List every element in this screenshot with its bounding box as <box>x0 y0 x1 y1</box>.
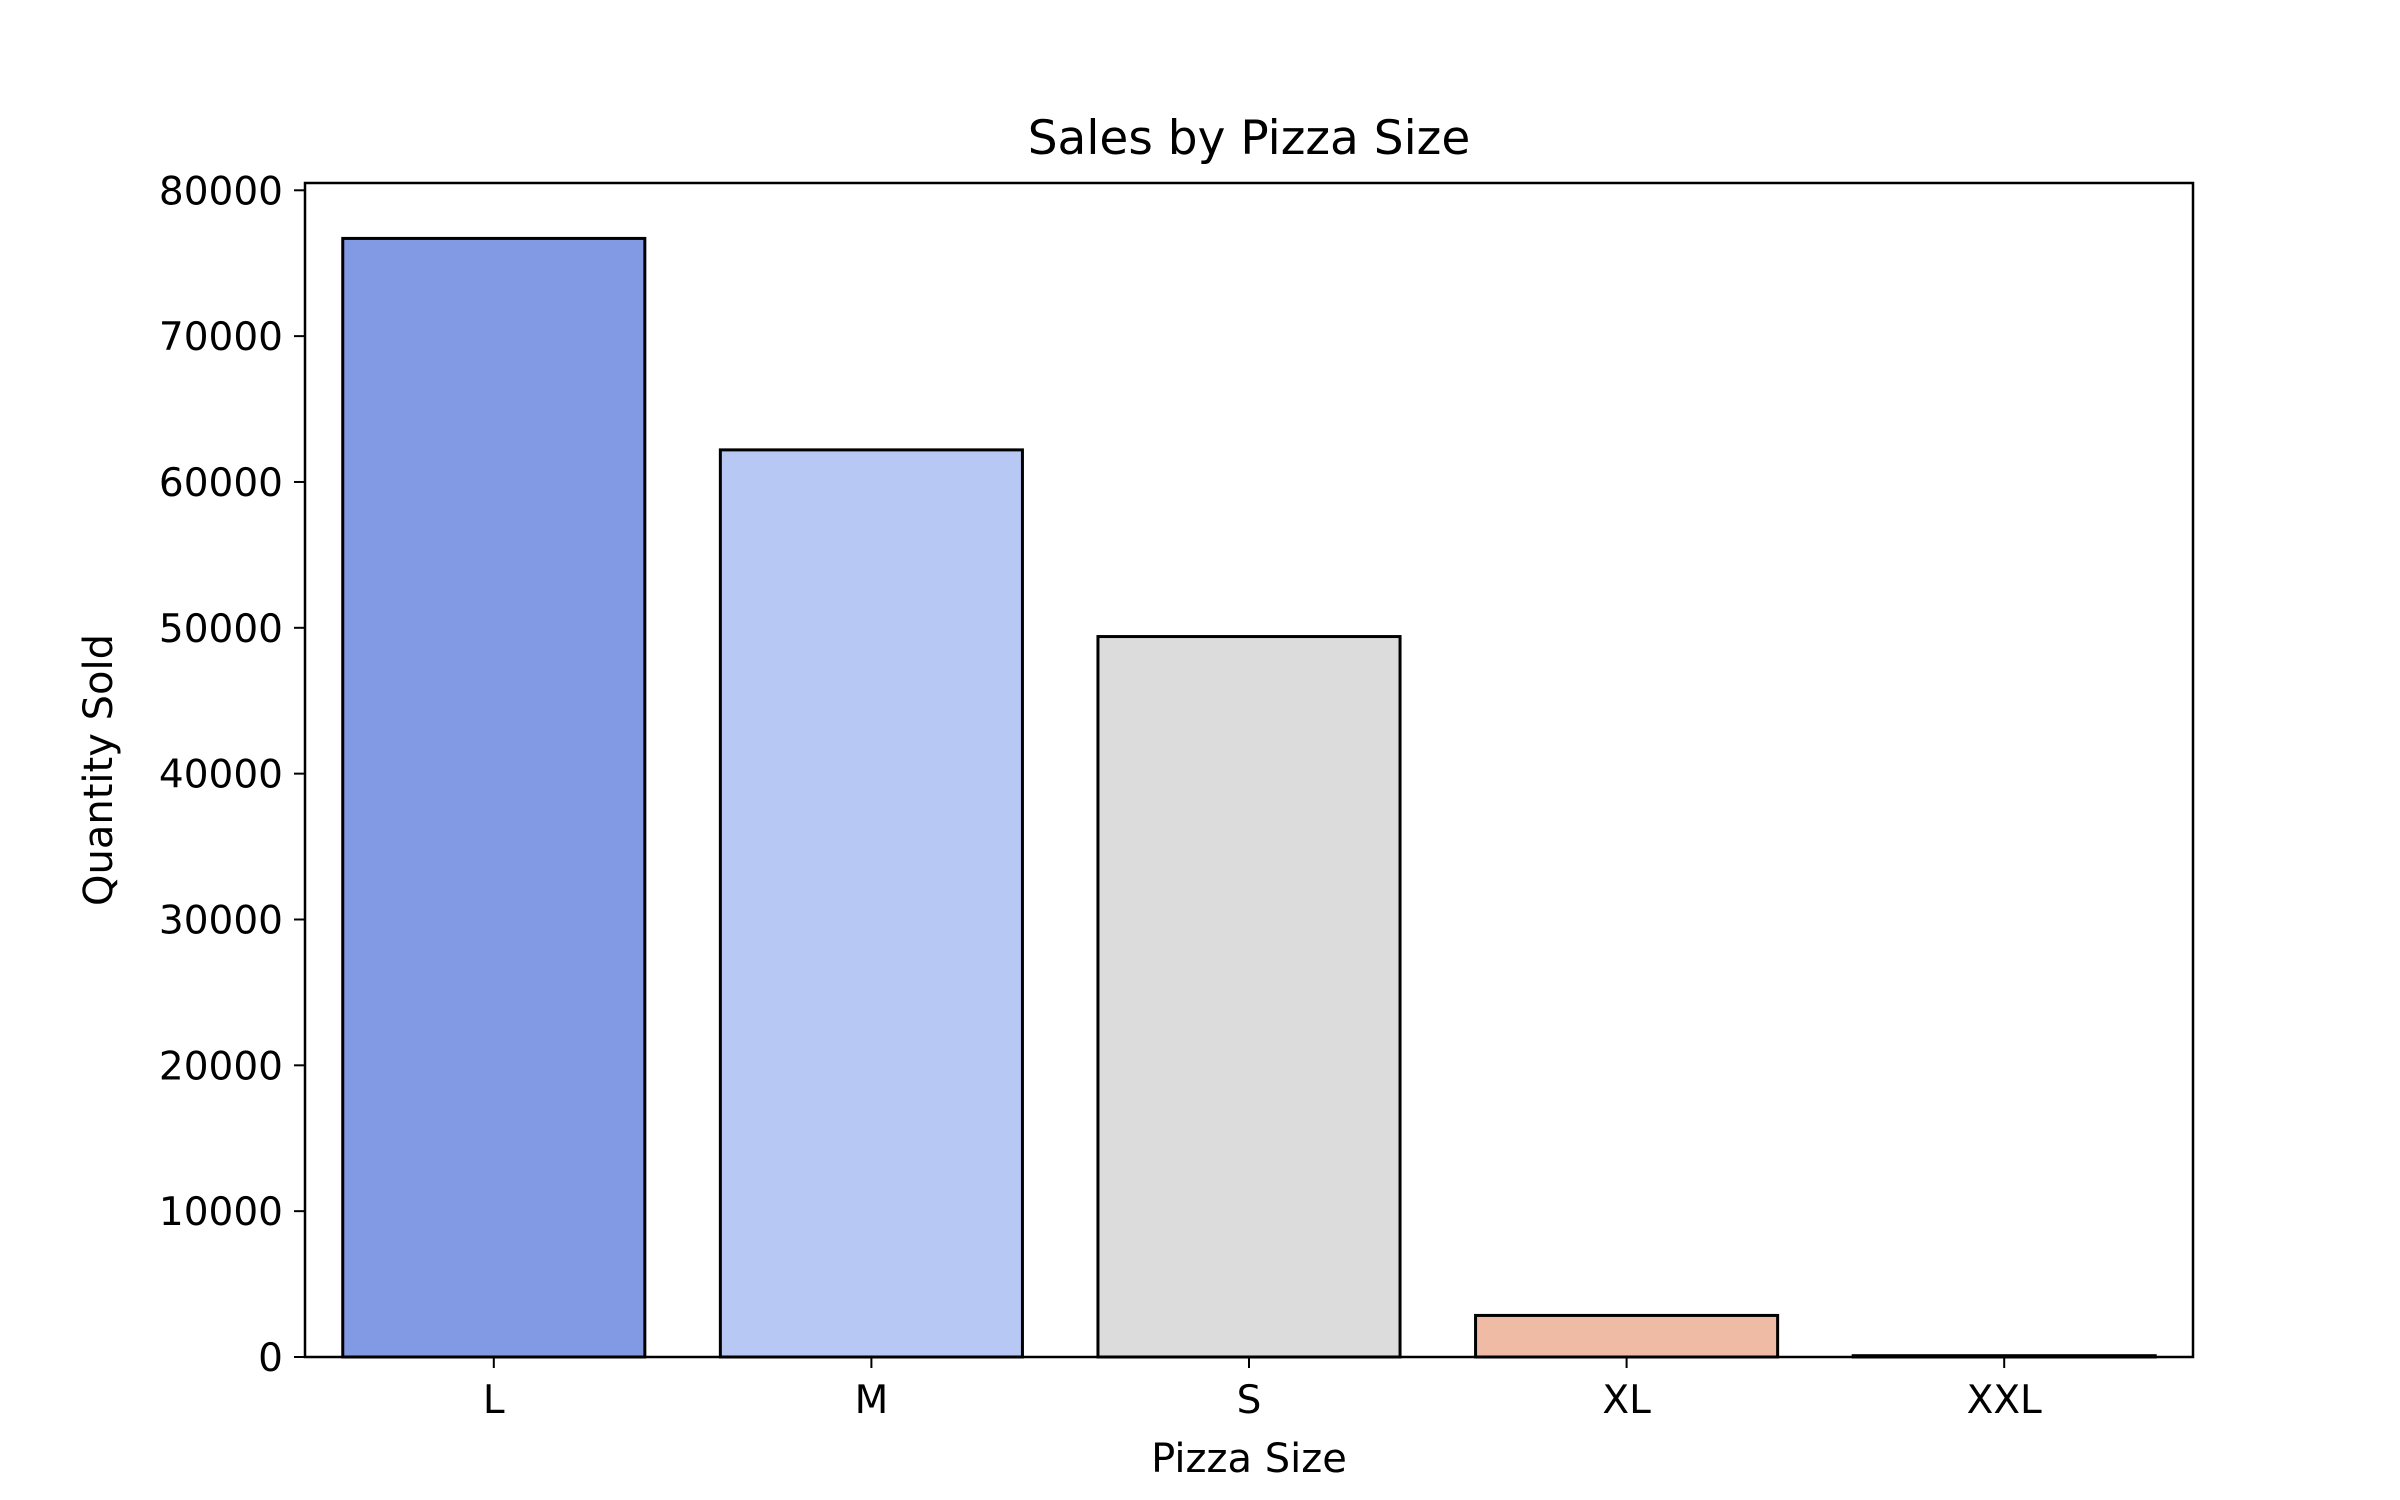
y-tick-label-70000: 70000 <box>159 315 283 360</box>
x-axis-ticks: L M S XL XXL <box>483 1357 2042 1423</box>
y-tick-label-10000: 10000 <box>159 1190 283 1235</box>
bars-group <box>341 236 2157 1359</box>
bar-l <box>341 236 647 1359</box>
x-tick-label-l: L <box>483 1378 505 1423</box>
x-tick-label-s: S <box>1237 1378 1262 1423</box>
x-tick-label-xl: XL <box>1602 1378 1651 1423</box>
bar-m <box>718 448 1024 1359</box>
chart-title: Sales by Pizza Size <box>1028 111 1471 166</box>
y-tick-label-0: 0 <box>258 1336 283 1381</box>
y-axis-ticks: 0 10000 20000 30000 40000 50000 60000 70000 8000… <box>159 169 305 1381</box>
y-tick-label-60000: 60000 <box>159 461 283 506</box>
bar-s <box>1096 635 1402 1359</box>
x-tick-label-xxl: XXL <box>1967 1378 2042 1423</box>
y-tick-label-20000: 20000 <box>159 1044 283 1089</box>
y-tick-label-50000: 50000 <box>159 607 283 652</box>
plot-frame <box>303 181 2195 1359</box>
bar-xl <box>1474 1313 1780 1359</box>
y-tick-label-40000: 40000 <box>159 753 283 798</box>
y-tick-label-80000: 80000 <box>159 169 283 214</box>
y-tick-label-30000: 30000 <box>159 898 283 943</box>
x-axis-label: Pizza Size <box>1151 1436 1347 1482</box>
y-axis-label: Quantity Sold <box>76 634 122 906</box>
x-tick-label-m: M <box>855 1378 889 1423</box>
